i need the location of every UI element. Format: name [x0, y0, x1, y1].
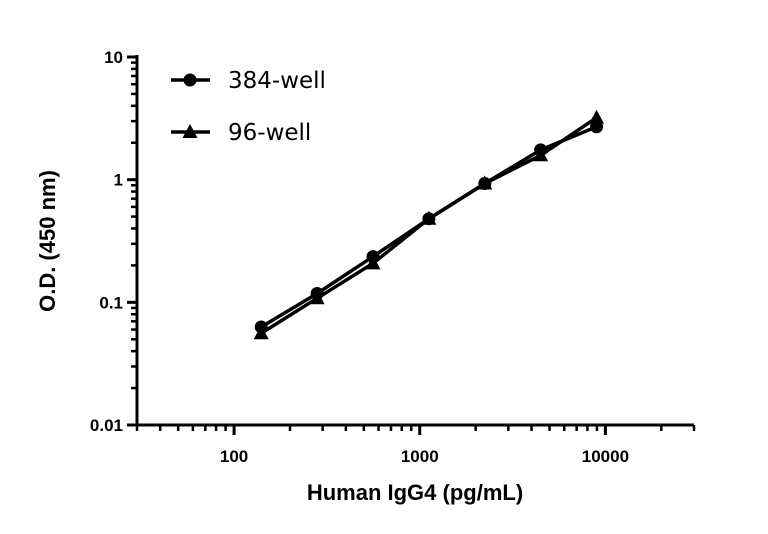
series-384-well: [254, 120, 604, 334]
y-axis-title: O.D. (450 nm): [35, 170, 60, 312]
x-tick-label: 10000: [582, 447, 629, 466]
data-point: [309, 290, 325, 305]
x-tick-label: 1000: [401, 447, 439, 466]
data-point: [421, 210, 437, 225]
legend-item: 96-well: [171, 120, 311, 146]
y-tick-label: 1: [114, 171, 123, 190]
triangle-marker-icon: [182, 124, 198, 138]
data-point: [589, 109, 605, 124]
y-tick-label: 0.1: [99, 293, 123, 312]
x-tick-label: 100: [220, 447, 248, 466]
legend-label: 96-well: [228, 120, 311, 146]
series-line: [260, 125, 598, 329]
y-tick-label: 0.01: [90, 416, 123, 435]
legend-label: 384-well: [228, 68, 326, 94]
x-axis-title: Human IgG4 (pg/mL): [307, 480, 523, 505]
data-point: [253, 325, 269, 340]
axes: 0.01 0.1 1 10 100 1000 10000: [90, 48, 696, 466]
series-layer: [253, 109, 605, 340]
circle-marker-icon: [183, 73, 197, 87]
data-point: [533, 147, 549, 162]
data-point: [365, 255, 381, 270]
legend: 384-well 96-well: [171, 68, 326, 146]
data-point: [477, 175, 493, 190]
legend-item: 384-well: [171, 68, 326, 94]
y-tick-label: 10: [104, 48, 123, 67]
series-96-well: [253, 109, 605, 340]
